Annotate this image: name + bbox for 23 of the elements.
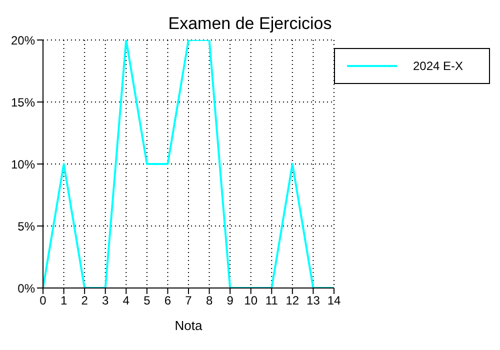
x-tick-label: 1	[60, 294, 68, 308]
x-tick-label: 14	[327, 294, 341, 308]
legend-label: 2024 E-X	[413, 59, 464, 73]
y-tick-label: 10%	[10, 157, 36, 172]
x-tick-label: 3	[102, 294, 110, 308]
x-tick-label: 4	[122, 294, 130, 308]
x-tick-label: 13	[306, 294, 320, 308]
x-tick-label: 11	[265, 294, 278, 308]
x-tick-label: 9	[226, 294, 234, 308]
x-tick-label: 12	[286, 294, 300, 308]
y-tick-label: 0%	[18, 281, 36, 296]
x-tick-label: 0	[40, 294, 47, 308]
x-axis-title: Nota	[174, 318, 203, 333]
x-tick-label: 10	[244, 294, 258, 308]
x-tick-label: 8	[206, 294, 213, 308]
y-tick-label: 15%	[10, 95, 36, 110]
x-tick-label: 2	[81, 294, 88, 308]
y-tick-label: 20%	[10, 33, 36, 48]
y-tick-label: 5%	[18, 219, 36, 234]
chart-title: Examen de Ejercicios	[167, 14, 333, 34]
x-tick-label: 7	[185, 294, 192, 308]
x-tick-label: 5	[144, 294, 151, 308]
x-tick-label: 6	[164, 294, 172, 308]
